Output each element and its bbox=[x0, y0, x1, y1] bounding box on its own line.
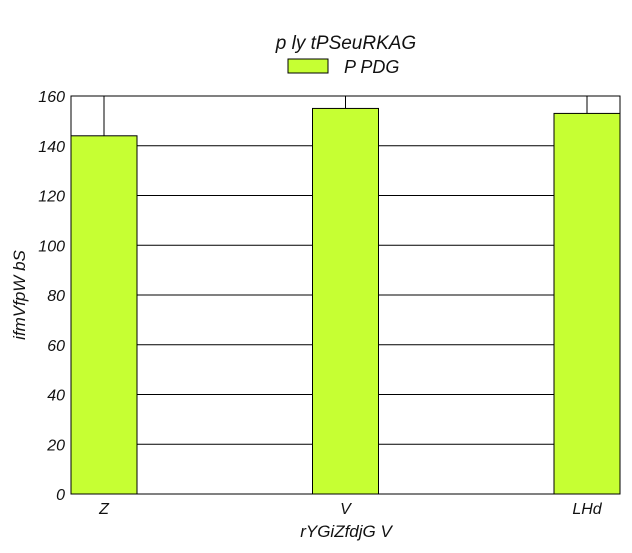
y-tick-label: 140 bbox=[38, 139, 65, 156]
legend-label: P PDG bbox=[344, 57, 399, 77]
legend: P PDG bbox=[287, 57, 399, 77]
chart-title: p ly tPSeuRKAG bbox=[275, 33, 416, 54]
legend-swatch bbox=[287, 58, 329, 74]
bars bbox=[70, 107, 621, 495]
y-tick-label: 100 bbox=[38, 238, 65, 255]
x-axis-ticks: Z V LHd bbox=[98, 501, 603, 518]
y-tick-label: 20 bbox=[46, 437, 65, 454]
y-tick-label: 80 bbox=[47, 288, 65, 305]
x-axis-label: rYGiZfdjG V bbox=[300, 522, 393, 541]
y-axis-ticks: 0 20 40 60 80 100 120 140 160 bbox=[38, 89, 65, 504]
x-tick-label: LHd bbox=[572, 501, 602, 518]
x-tick-label: V bbox=[340, 501, 352, 518]
x-tick-label: Z bbox=[98, 501, 110, 518]
bar-lhd bbox=[553, 112, 621, 495]
y-tick-label: 160 bbox=[38, 89, 65, 106]
y-tick-label: 40 bbox=[47, 388, 65, 405]
y-tick-label: 120 bbox=[38, 189, 65, 206]
bar-v bbox=[312, 107, 379, 495]
y-axis-label: ifmVfpW bS bbox=[10, 249, 29, 339]
y-tick-label: 0 bbox=[56, 487, 65, 504]
plot-frame bbox=[70, 95, 621, 495]
bar-z bbox=[70, 135, 138, 495]
y-tick-label: 60 bbox=[47, 338, 65, 355]
